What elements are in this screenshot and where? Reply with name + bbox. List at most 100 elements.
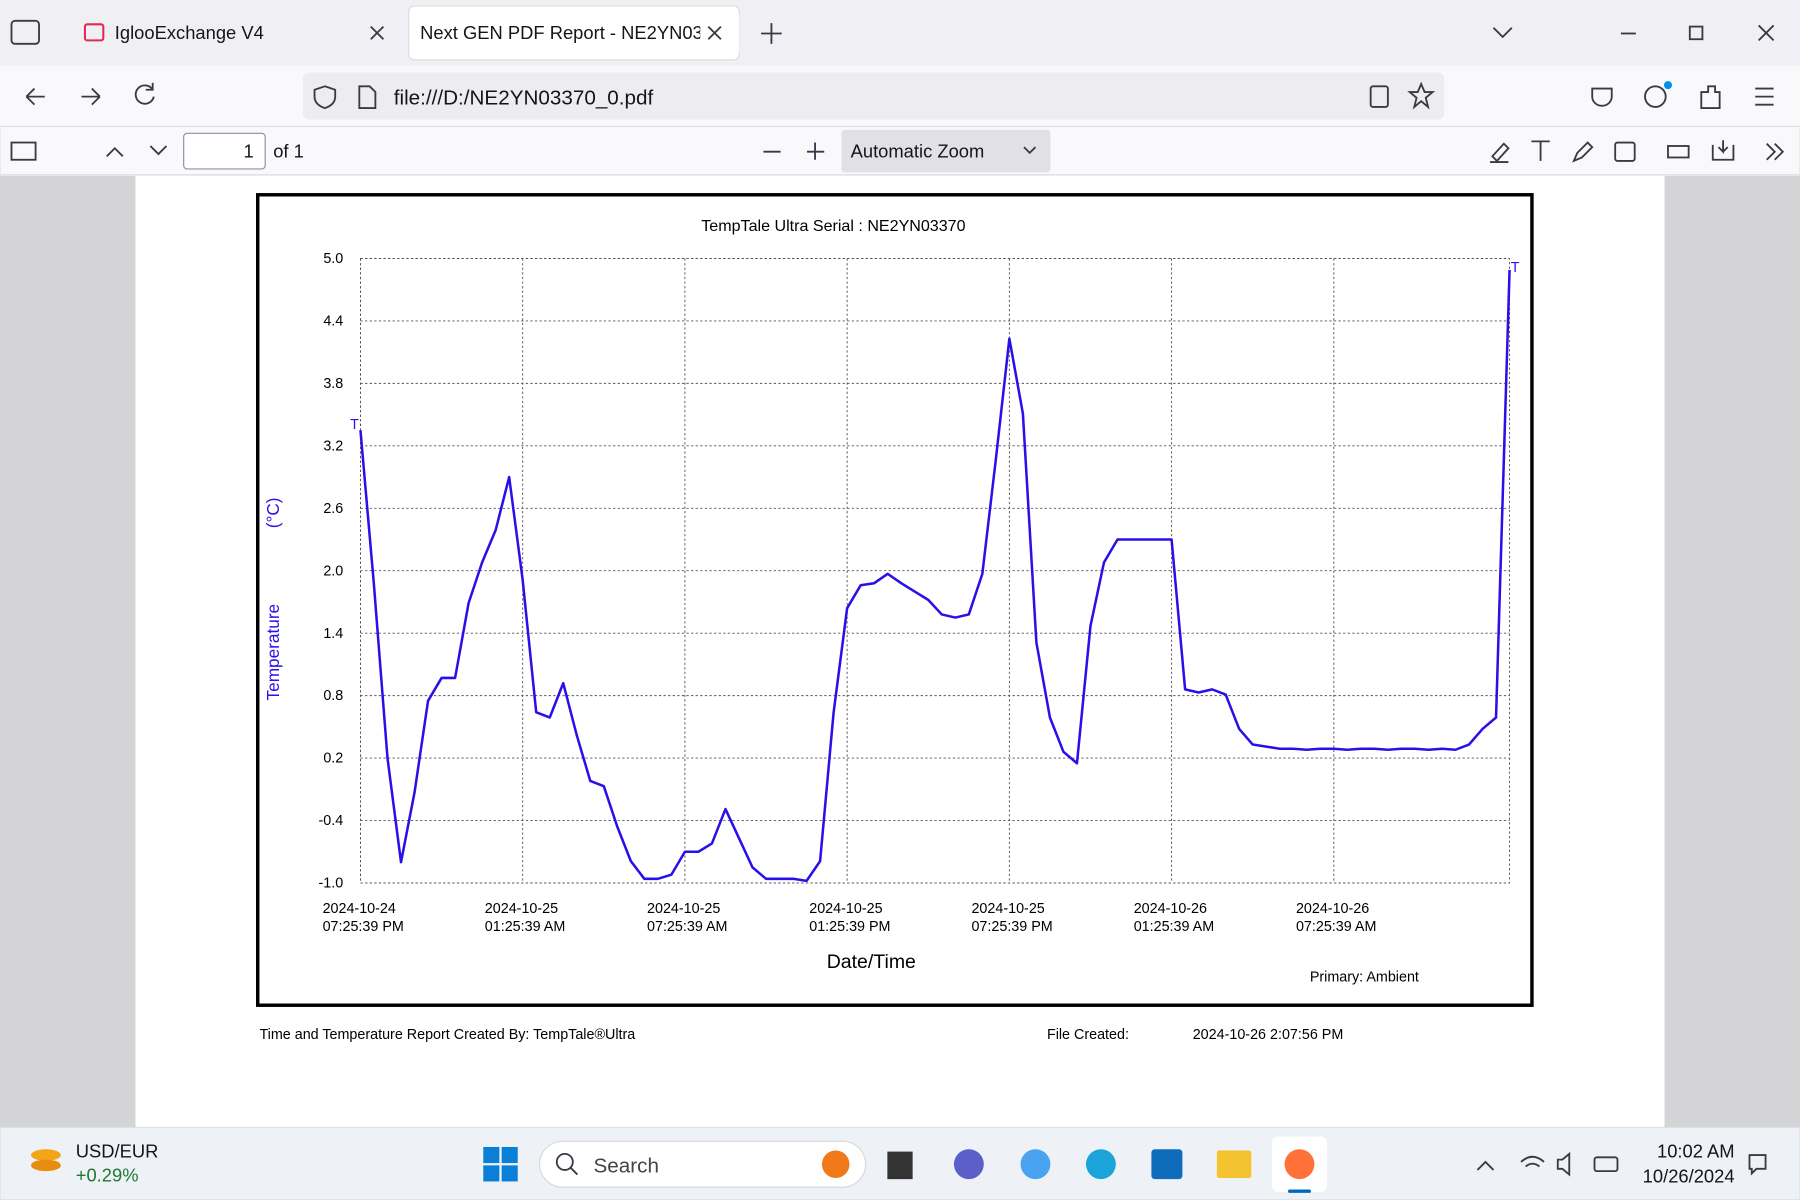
zoom-in[interactable] (807, 142, 825, 160)
battery[interactable] (1593, 1156, 1619, 1173)
y-tick-label: 2.0 (323, 563, 343, 579)
y-tick-label: 3.8 (323, 376, 343, 392)
tab-title[interactable]: IglooExchange V4 (115, 22, 264, 43)
prev-page[interactable] (106, 146, 124, 157)
url-bar[interactable] (303, 72, 1445, 120)
save[interactable] (1711, 140, 1735, 161)
highlight-tool[interactable] (1490, 142, 1510, 163)
start-tile (483, 1165, 500, 1182)
search-icon (569, 1167, 579, 1176)
store[interactable] (1151, 1149, 1183, 1180)
sidebar-toggle[interactable] (10, 141, 37, 161)
search-icon (555, 1152, 574, 1171)
clock-time[interactable]: 10:02 AM (1657, 1140, 1735, 1161)
pocket[interactable] (1591, 87, 1613, 107)
page-input[interactable] (183, 132, 266, 170)
page-count: of 1 (273, 140, 304, 161)
start-tile (501, 1147, 518, 1164)
close-window[interactable] (1758, 24, 1775, 42)
account[interactable] (1644, 85, 1667, 108)
footer-created-by: Time and Temperature Report Created By: … (259, 1027, 635, 1043)
x-tick-label: 2024-10-25 07:25:39 AM (647, 901, 727, 935)
ticker-change[interactable]: +0.29% (76, 1164, 139, 1185)
footer-label: File Created: (1047, 1027, 1129, 1043)
tab-strip (0, 0, 1800, 66)
new-tab[interactable] (761, 23, 782, 44)
volume[interactable] (1556, 1151, 1571, 1177)
text-tool[interactable] (1531, 140, 1550, 161)
temperature-line (359, 269, 1511, 883)
y-axis-unit: (°C) (263, 497, 283, 528)
search-text[interactable]: Search (593, 1154, 658, 1177)
search-box[interactable] (538, 1140, 867, 1188)
y-axis-label: Temperature (263, 604, 283, 701)
start-button[interactable] (483, 1147, 518, 1182)
tab-fade (700, 13, 740, 53)
y-tick-label: 1.4 (323, 626, 343, 642)
image-tool[interactable] (1614, 141, 1636, 162)
footer-date: 2024-10-26 2:07:56 PM (1193, 1027, 1344, 1043)
chart-title: TempTale Ultra Serial : NE2YN03370 (701, 217, 965, 235)
account-badge (1663, 81, 1673, 90)
tab-list-button[interactable] (10, 19, 40, 45)
y-tick-label: 3.2 (323, 438, 343, 454)
page-number[interactable]: 1 (243, 140, 253, 161)
y-tick-label: 2.6 (323, 501, 343, 517)
start-tile (501, 1165, 518, 1182)
task-view[interactable] (887, 1151, 913, 1180)
firefox (1284, 1149, 1315, 1180)
site-shield[interactable] (313, 85, 337, 110)
clock-date[interactable]: 10/26/2024 (1643, 1166, 1735, 1187)
forward[interactable] (81, 87, 101, 106)
y-tick-label: -1.0 (319, 876, 344, 892)
notifications[interactable] (1748, 1154, 1767, 1176)
y-tick-label: -0.4 (319, 813, 344, 829)
y-tick-label: 4.4 (323, 314, 343, 330)
zoom-caret (1023, 146, 1037, 155)
zoom-select[interactable] (841, 129, 1051, 173)
back[interactable] (25, 87, 45, 106)
bookmark[interactable] (1407, 81, 1436, 110)
copilot[interactable] (1020, 1149, 1051, 1180)
restore[interactable] (1688, 25, 1704, 41)
y-tick-label: 0.2 (323, 751, 343, 767)
tab-title[interactable]: Next GEN PDF Report - NE2YN0337 (420, 22, 723, 43)
teams[interactable] (953, 1149, 984, 1180)
reload[interactable] (134, 82, 155, 105)
wifi[interactable] (1520, 1155, 1545, 1168)
draw-tool[interactable] (1572, 141, 1594, 163)
zoom-value[interactable]: Automatic Zoom (851, 140, 985, 161)
tab-close[interactable] (370, 25, 385, 40)
x-tick-label: 2024-10-25 01:25:39 AM (485, 901, 565, 935)
x-tick-label: 2024-10-25 01:25:39 PM (809, 901, 890, 935)
legend-note: Primary: Ambient (1310, 970, 1419, 986)
next-page[interactable] (149, 145, 168, 156)
extensions[interactable] (1700, 85, 1721, 110)
file-icon (358, 85, 377, 110)
explorer[interactable] (1216, 1150, 1252, 1178)
print[interactable] (1667, 145, 1690, 159)
reader-view[interactable] (1369, 85, 1389, 108)
x-tick-label: 2024-10-26 07:25:39 AM (1296, 901, 1376, 935)
more-tools[interactable] (1766, 143, 1785, 161)
tray-overflow[interactable] (1476, 1160, 1495, 1171)
url[interactable]: file:///D:/NE2YN03370_0.pdf (394, 87, 654, 110)
y-tick-label: 0.8 (323, 688, 343, 704)
edge[interactable] (1085, 1149, 1116, 1180)
widget-icon (30, 1159, 61, 1172)
tab-icon (83, 23, 105, 42)
active-indicator (1288, 1189, 1311, 1193)
menu[interactable] (1755, 87, 1774, 106)
x-axis-label: Date/Time (827, 951, 916, 973)
tab-overflow[interactable] (1492, 27, 1513, 39)
search-highlight (821, 1150, 850, 1178)
trip-marker: T (1511, 260, 1520, 276)
chart: TempTale Ultra Serial : NE2YN03370 Tempe… (263, 217, 1520, 986)
widget-icon[interactable] (30, 1149, 61, 1161)
trip-marker: T (350, 417, 359, 433)
start-tile (483, 1147, 500, 1164)
tab-close[interactable] (707, 25, 722, 40)
x-tick-label: 2024-10-24 07:25:39 PM (323, 901, 404, 935)
ticker[interactable]: USD/EUR (76, 1140, 159, 1161)
